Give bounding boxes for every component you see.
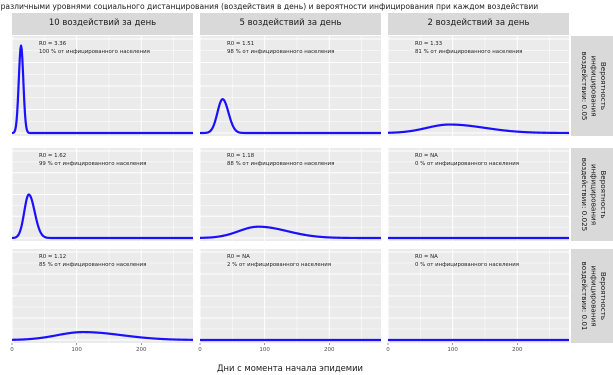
row-strip-label: Вероятностьинфицированиявоздействии: 0.0…	[580, 52, 608, 121]
row-strip-bg	[571, 148, 613, 241]
chart-title: с различными уровнями социального дистан…	[0, 2, 538, 11]
facet-panel: R0 = 1.33 81 % от инфицированного населен…	[387, 36, 570, 136]
x-tick-label: 200	[324, 347, 335, 353]
column-strip: 10 воздействий за день	[12, 13, 193, 35]
series-line	[199, 98, 382, 135]
row-strip-line: инфицирования	[590, 164, 599, 225]
row-strip-line: Вероятность	[599, 62, 608, 110]
column-strips: 10 воздействий за день 5 воздействий за д…	[12, 13, 569, 35]
series-line	[387, 123, 570, 135]
x-tick-label: 0	[198, 347, 202, 353]
x-tick-label: 0	[386, 347, 390, 353]
infected-share-annotation: 99 % от инфицированного населения	[39, 161, 146, 167]
column-strip-bg	[388, 13, 569, 35]
row-strip: Вероятностьинфицированиявоздействии: 0.0…	[571, 249, 613, 343]
column-strip-label: 5 воздействий за день	[240, 18, 342, 28]
series-line	[11, 330, 194, 341]
facet-panel: R0 = 3.36 100 % от инфицированного населе…	[11, 36, 194, 136]
x-tick-label: 100	[71, 347, 82, 353]
column-strip: 5 воздействий за день	[200, 13, 381, 35]
r0-annotation: R0 = 1.33	[415, 41, 442, 47]
row-strip-label: Вероятностьинфицированиявоздействии: 0.0…	[580, 262, 608, 331]
facet-panel: R0 = 1.62 99 % от инфицированного населен…	[11, 148, 194, 241]
x-tick-label: 100	[447, 347, 458, 353]
infected-share-annotation: 81 % от инфицированного населения	[415, 49, 522, 55]
infected-share-annotation: 100 % от инфицированного населения	[39, 49, 150, 55]
facet-panel: R0 = NA 2 % от инфицированного населения	[199, 249, 382, 343]
r0-annotation: R0 = NA	[227, 254, 250, 260]
facet-panel: R0 = 1.12 85 % от инфицированного населен…	[11, 249, 194, 343]
r0-annotation: R0 = 1.62	[39, 153, 66, 159]
panel-grid: R0 = 3.36 100 % от инфицированного населе…	[11, 36, 570, 343]
row-strip-line: инфицирования	[590, 55, 599, 116]
r0-annotation: R0 = NA	[415, 153, 438, 159]
row-strip-line: Вероятность	[599, 272, 608, 320]
row-strip-label: Вероятностьинфицированиявоздействии: 0.0…	[580, 158, 608, 232]
row-strip-line: Вероятность	[599, 170, 608, 218]
infected-share-annotation: 2 % от инфицированного населения	[227, 262, 331, 268]
facet-panel: R0 = 1.51 98 % от инфицированного населен…	[199, 36, 382, 136]
x-tick-label: 200	[136, 347, 147, 353]
row-strip-bg	[571, 36, 613, 136]
x-tick-label: 200	[512, 347, 523, 353]
facet-panel: R0 = NA 0 % от инфицированного населения	[387, 148, 570, 241]
facet-panel: R0 = 1.18 88 % от инфицированного населен…	[199, 148, 382, 241]
column-strip-label: 2 воздействий за день	[428, 18, 530, 28]
r0-annotation: R0 = 1.12	[39, 254, 66, 260]
facet-panel: R0 = NA 0 % от инфицированного населения	[387, 249, 570, 343]
series-line	[199, 225, 382, 240]
infected-share-annotation: 0 % от инфицированного населения	[415, 262, 519, 268]
column-strip-bg	[12, 13, 193, 35]
r0-annotation: R0 = NA	[415, 254, 438, 260]
column-strip-bg	[200, 13, 381, 35]
row-strip-line: инфицирования	[590, 265, 599, 326]
r0-annotation: R0 = 3.36	[39, 41, 67, 47]
row-strip-line: воздействии: 0.05	[580, 52, 589, 121]
row-strip-line: воздействии: 0.01	[580, 262, 589, 331]
row-strip: Вероятностьинфицированиявоздействии: 0.0…	[571, 36, 613, 136]
column-strip: 2 воздействий за день	[388, 13, 569, 35]
x-axis-ticks: 0 100 200 0 100 200 0 100 200	[10, 343, 523, 353]
row-strip-line: воздействии: 0.025	[580, 158, 589, 232]
column-strip-label: 10 воздействий за день	[49, 18, 156, 28]
series-line	[11, 44, 194, 135]
row-strip-bg	[571, 249, 613, 343]
row-strips: Вероятностьинфицированиявоздействии: 0.0…	[571, 36, 613, 343]
infected-share-annotation: 88 % от инфицированного населения	[227, 161, 334, 167]
x-tick-label: 100	[259, 347, 270, 353]
x-axis-title: Дни с момента начала эпидемии	[217, 363, 363, 373]
row-strip: Вероятностьинфицированиявоздействии: 0.0…	[571, 148, 613, 241]
series-line	[11, 193, 194, 240]
x-tick-label: 0	[10, 347, 14, 353]
r0-annotation: R0 = 1.18	[227, 153, 255, 159]
infected-share-annotation: 0 % от инфицированного населения	[415, 161, 519, 167]
infected-share-annotation: 85 % от инфицированного населения	[39, 262, 146, 268]
r0-annotation: R0 = 1.51	[227, 41, 254, 47]
infected-share-annotation: 98 % от инфицированного населения	[227, 49, 334, 55]
